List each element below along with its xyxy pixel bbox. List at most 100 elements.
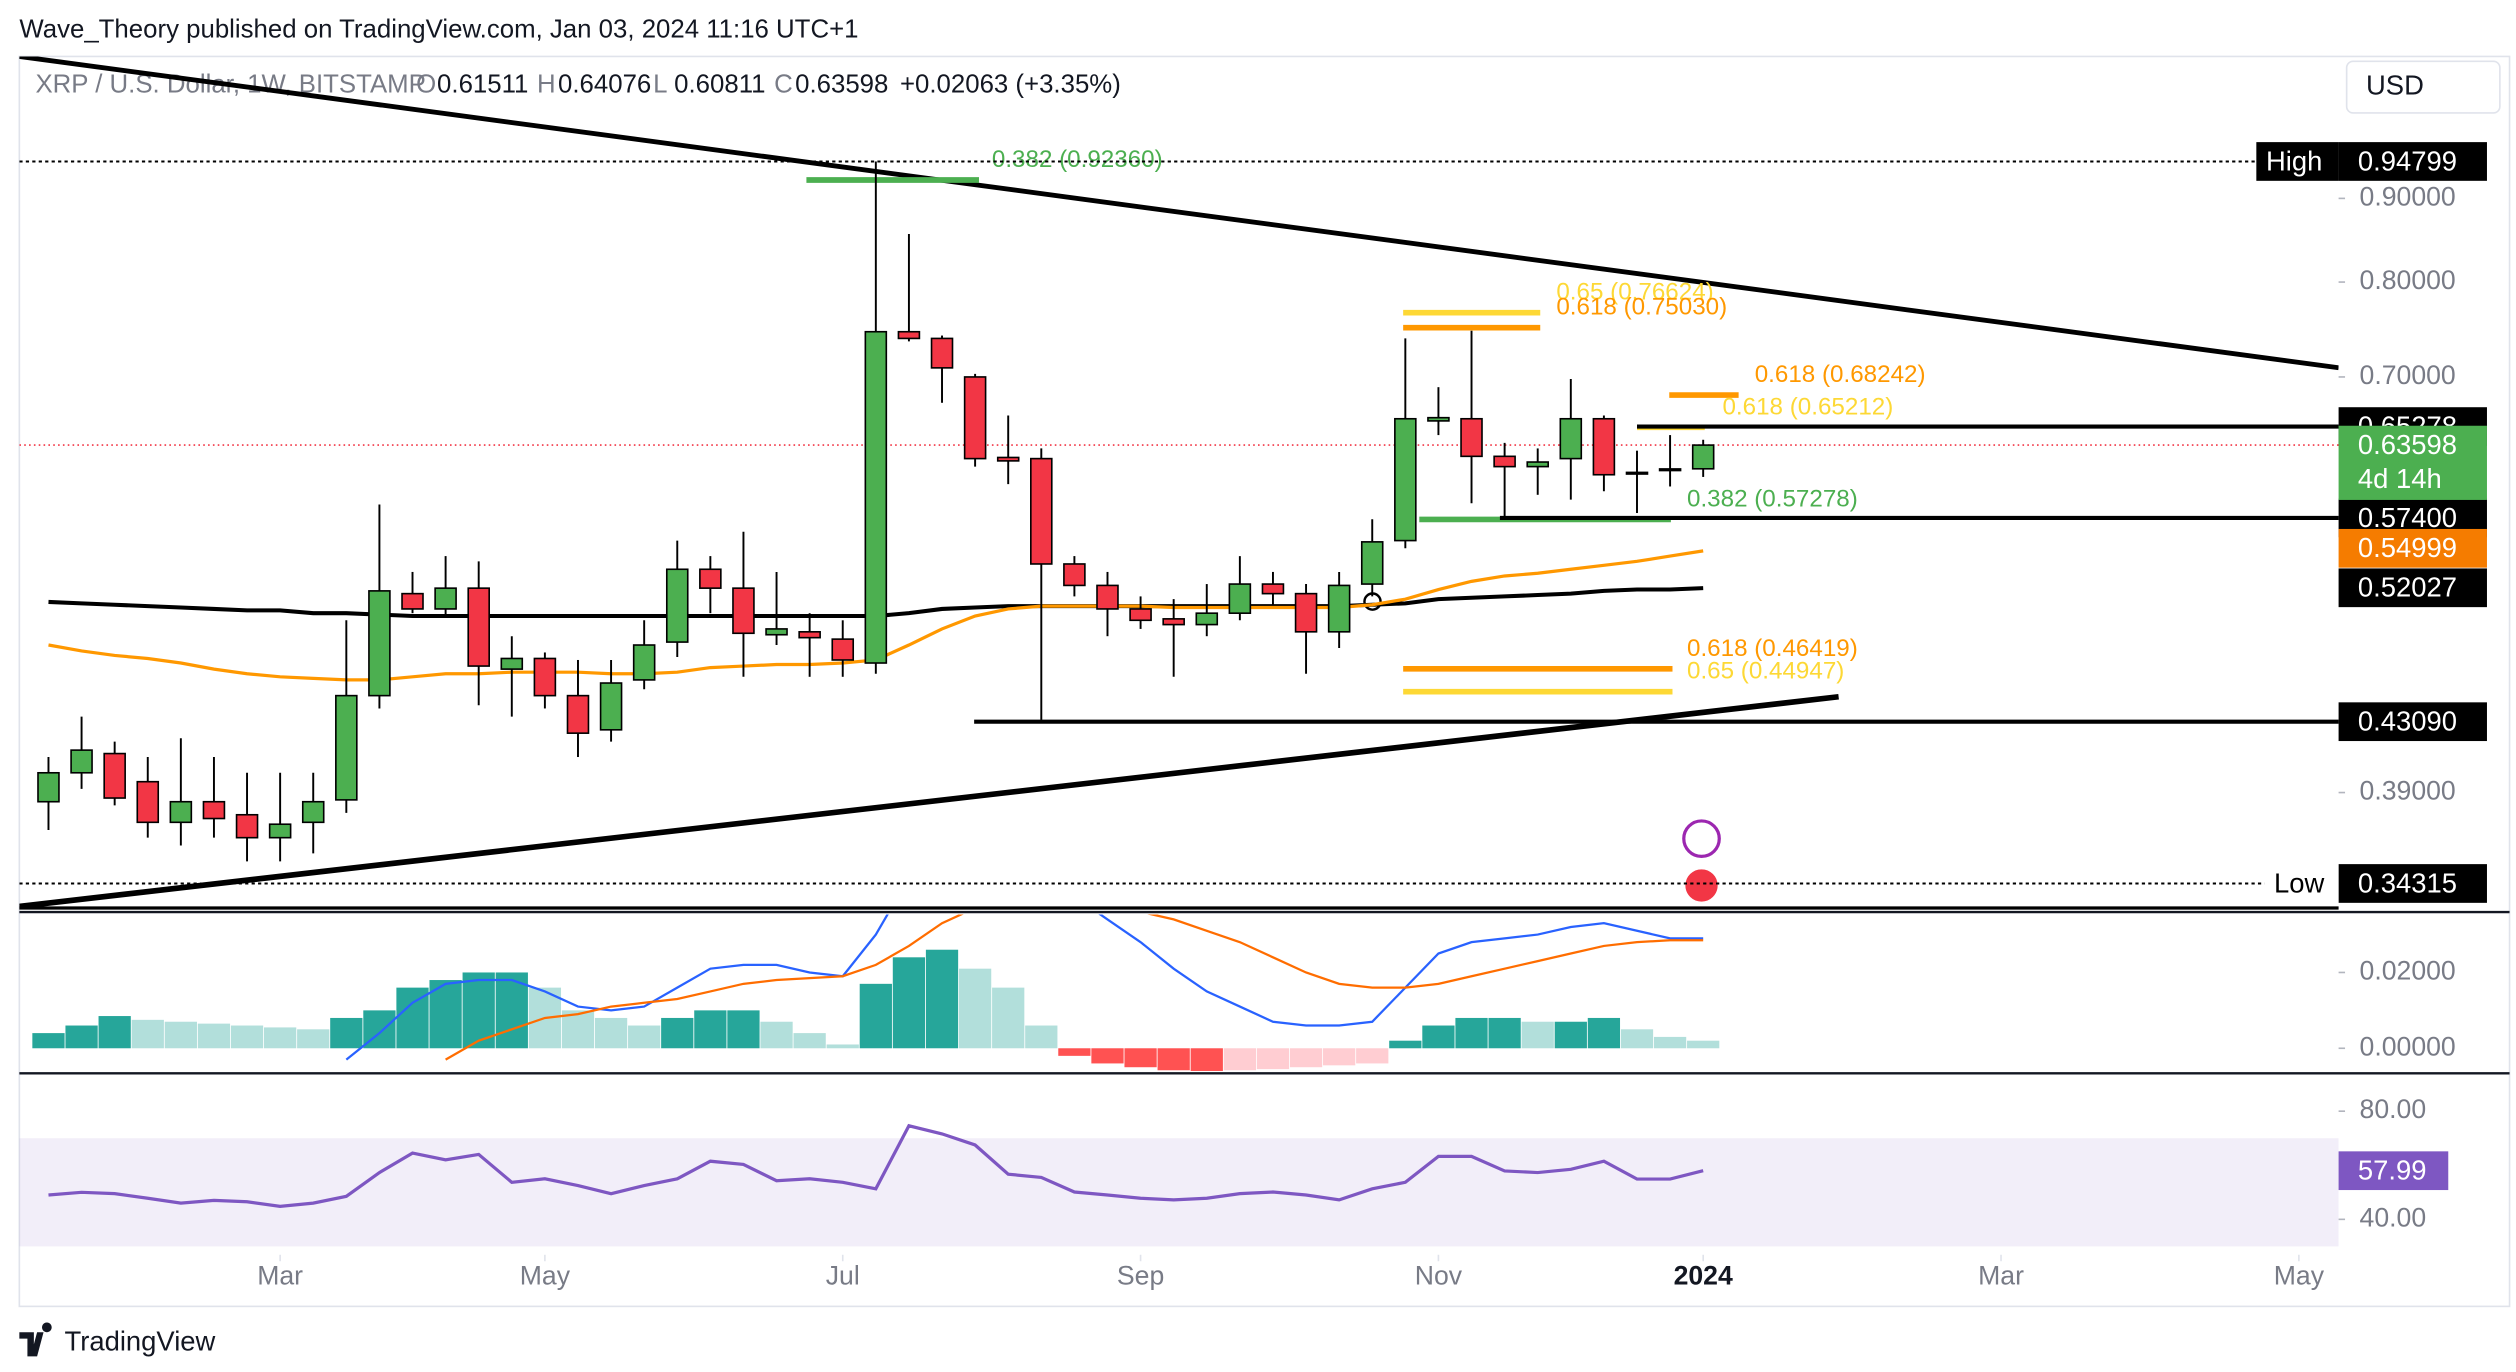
macd-bar — [561, 1010, 595, 1049]
currency[interactable]: USD — [2366, 69, 2424, 100]
y-tick-label: 0.39000 — [2360, 776, 2456, 806]
macd-bar — [297, 1029, 330, 1049]
candle-body — [1460, 417, 1483, 458]
macd-bar — [330, 1017, 363, 1049]
macd-bar — [1587, 1017, 1621, 1049]
macd-bar — [826, 1044, 859, 1049]
level-name: High — [2266, 145, 2322, 176]
candle-body — [1327, 584, 1351, 633]
macd-bar — [1256, 1048, 1290, 1070]
candle-body — [1691, 444, 1715, 470]
candle-body — [434, 587, 457, 610]
candle-body — [1526, 461, 1550, 468]
rsi-line — [48, 1123, 1704, 1208]
rsi-band — [19, 1138, 2339, 1247]
ohlc-legend: O 0.61511 H 0.64076 L 0.60811 C 0.63598 — [416, 70, 888, 98]
currency-button[interactable] — [2345, 60, 2501, 114]
macd-bar — [1653, 1036, 1687, 1049]
macd-bar — [32, 1033, 65, 1049]
y-tick-label: 0.90000 — [2360, 181, 2456, 211]
chart-frame — [18, 55, 2511, 1308]
candle-body — [169, 800, 193, 824]
level-label: 0.52027 — [2358, 572, 2457, 603]
ohlc-value: 0.64076 — [558, 70, 651, 98]
y-tick-label: 80.00 — [2360, 1094, 2427, 1124]
ohlc-value: 0.60811 — [674, 70, 765, 98]
macd-line — [445, 914, 1704, 1061]
ohlc-value: 0.63598 — [795, 70, 888, 98]
y-tick-label: 40.00 — [2360, 1202, 2427, 1232]
macd-bar — [727, 1010, 760, 1049]
y-tick-label: 0.02000 — [2360, 955, 2456, 985]
candle-body — [996, 456, 1020, 462]
candle-body — [1261, 583, 1285, 595]
level-name: Low — [2274, 867, 2324, 898]
macd-bar — [594, 1017, 628, 1049]
macd-bar — [1521, 1021, 1554, 1049]
candle-body — [103, 752, 126, 799]
fib-label: 0.382 (0.92360) — [992, 146, 1163, 173]
x-tick-label: Mar — [1978, 1260, 2024, 1290]
x-tick-label: Jul — [826, 1260, 860, 1290]
macd-bar — [661, 1017, 694, 1049]
macd-bar — [1223, 1048, 1256, 1071]
macd-bar — [131, 1019, 164, 1049]
macd-bar — [1620, 1029, 1654, 1049]
candle-body — [268, 823, 292, 839]
countdown: 4d 14h — [2358, 463, 2442, 494]
ohlc-key: L — [653, 70, 667, 98]
ohlc-key: C — [774, 70, 793, 98]
event-icon — [1682, 819, 1721, 859]
macd-line — [345, 914, 1704, 1061]
candle-body — [1129, 608, 1152, 622]
fib-label: 0.618 (0.68242) — [1755, 361, 1926, 388]
candle-body — [1592, 417, 1616, 476]
x-tick-label: Mar — [257, 1260, 303, 1290]
candle-body — [37, 771, 60, 803]
candle-body — [732, 587, 755, 635]
macd-bar — [859, 983, 892, 1049]
macd-bar — [1554, 1021, 1587, 1049]
macd-bar — [892, 957, 926, 1049]
price-pane: 0.382 (0.92360) 0.65 (0.76624)0.618 (0.75… — [19, 146, 2339, 885]
candle-body — [1162, 618, 1185, 626]
candle-body — [335, 694, 358, 801]
candle-body — [963, 376, 987, 460]
macd-bar — [793, 1033, 826, 1049]
change: +0.02063 (+3.35%) — [900, 70, 1121, 98]
candle-body — [930, 337, 954, 369]
macd-bar — [98, 1016, 131, 1049]
candle-body — [1625, 471, 1649, 475]
fib-label: 0.618 (0.46419) — [1687, 635, 1858, 662]
macd-bar — [1025, 1025, 1058, 1049]
macd-bar — [264, 1027, 297, 1049]
x-tick-label: 2024 — [1674, 1260, 1733, 1290]
level-label: 0.57400 — [2358, 502, 2457, 533]
macd-bar — [1455, 1017, 1488, 1049]
trend-line — [19, 693, 1839, 910]
candle-body — [765, 628, 788, 636]
last-price-box — [2338, 425, 2487, 500]
candle-body — [1493, 455, 1516, 468]
macd-bar — [1091, 1048, 1124, 1064]
rsi-pane — [19, 1123, 2339, 1247]
macd-bar — [164, 1021, 197, 1049]
candle-body — [70, 749, 93, 774]
level-box — [2338, 702, 2487, 742]
fib-label: 0.65 (0.44947) — [1687, 658, 1844, 685]
rsi-value: 57.99 — [2358, 1155, 2427, 1186]
level-label: 0.34315 — [2358, 867, 2457, 898]
rsi-value-box — [2338, 1151, 2449, 1191]
candle-body — [566, 694, 590, 734]
level-box — [2338, 528, 2487, 568]
candle-body — [798, 631, 821, 639]
macd-bar — [1687, 1040, 1720, 1049]
macd-bar — [925, 949, 959, 1049]
candle-body — [1030, 457, 1053, 565]
macd-bar — [1058, 1048, 1091, 1056]
candle-body — [864, 330, 888, 664]
macd-bar — [1422, 1025, 1455, 1049]
y-tick-label: 0.70000 — [2360, 360, 2456, 390]
